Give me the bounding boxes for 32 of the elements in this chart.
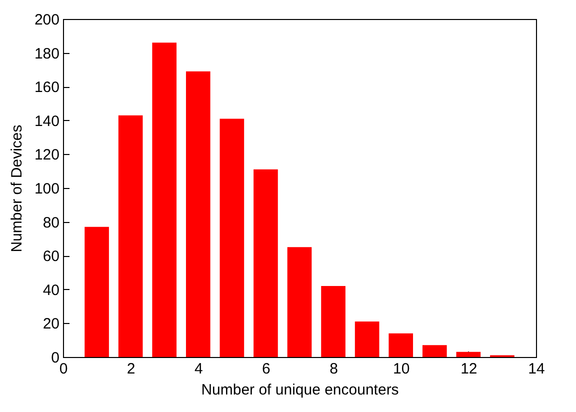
- bar: [354, 322, 380, 357]
- y-tick-label: 200: [34, 12, 60, 28]
- bar: [186, 71, 210, 357]
- x-tick-label: 6: [262, 360, 270, 378]
- y-tick-label: 60: [42, 248, 60, 266]
- y-tick-label: 140: [34, 112, 60, 130]
- x-tick-label: 14: [528, 360, 545, 378]
- x-tick-label: 8: [330, 360, 338, 378]
- bar: [118, 115, 143, 357]
- x-axis-title: Number of unique encounters: [201, 382, 399, 398]
- bar: [456, 352, 481, 357]
- bar: [152, 42, 177, 357]
- bar: [84, 226, 109, 357]
- bar: [422, 345, 447, 357]
- bar: [254, 169, 278, 357]
- x-tick-label: 12: [460, 360, 478, 378]
- x-tick-label: 2: [126, 360, 136, 378]
- bar: [321, 286, 346, 357]
- bar: [287, 247, 312, 357]
- y-tick-label: 100: [34, 180, 60, 198]
- bar: [388, 333, 414, 357]
- y-axis-title: Number of Devices: [8, 124, 26, 252]
- y-tick-label: 20: [42, 316, 60, 333]
- y-tick-label: 0: [51, 350, 60, 366]
- y-tick-label: 180: [34, 45, 60, 62]
- y-tick-label: 120: [34, 146, 60, 164]
- y-tick-label: 80: [42, 214, 60, 232]
- x-tick-label: 4: [194, 360, 203, 378]
- x-tick-label: 10: [393, 360, 410, 378]
- bar: [220, 118, 244, 357]
- y-tick-label: 40: [42, 282, 60, 299]
- y-tick-label: 160: [34, 79, 60, 96]
